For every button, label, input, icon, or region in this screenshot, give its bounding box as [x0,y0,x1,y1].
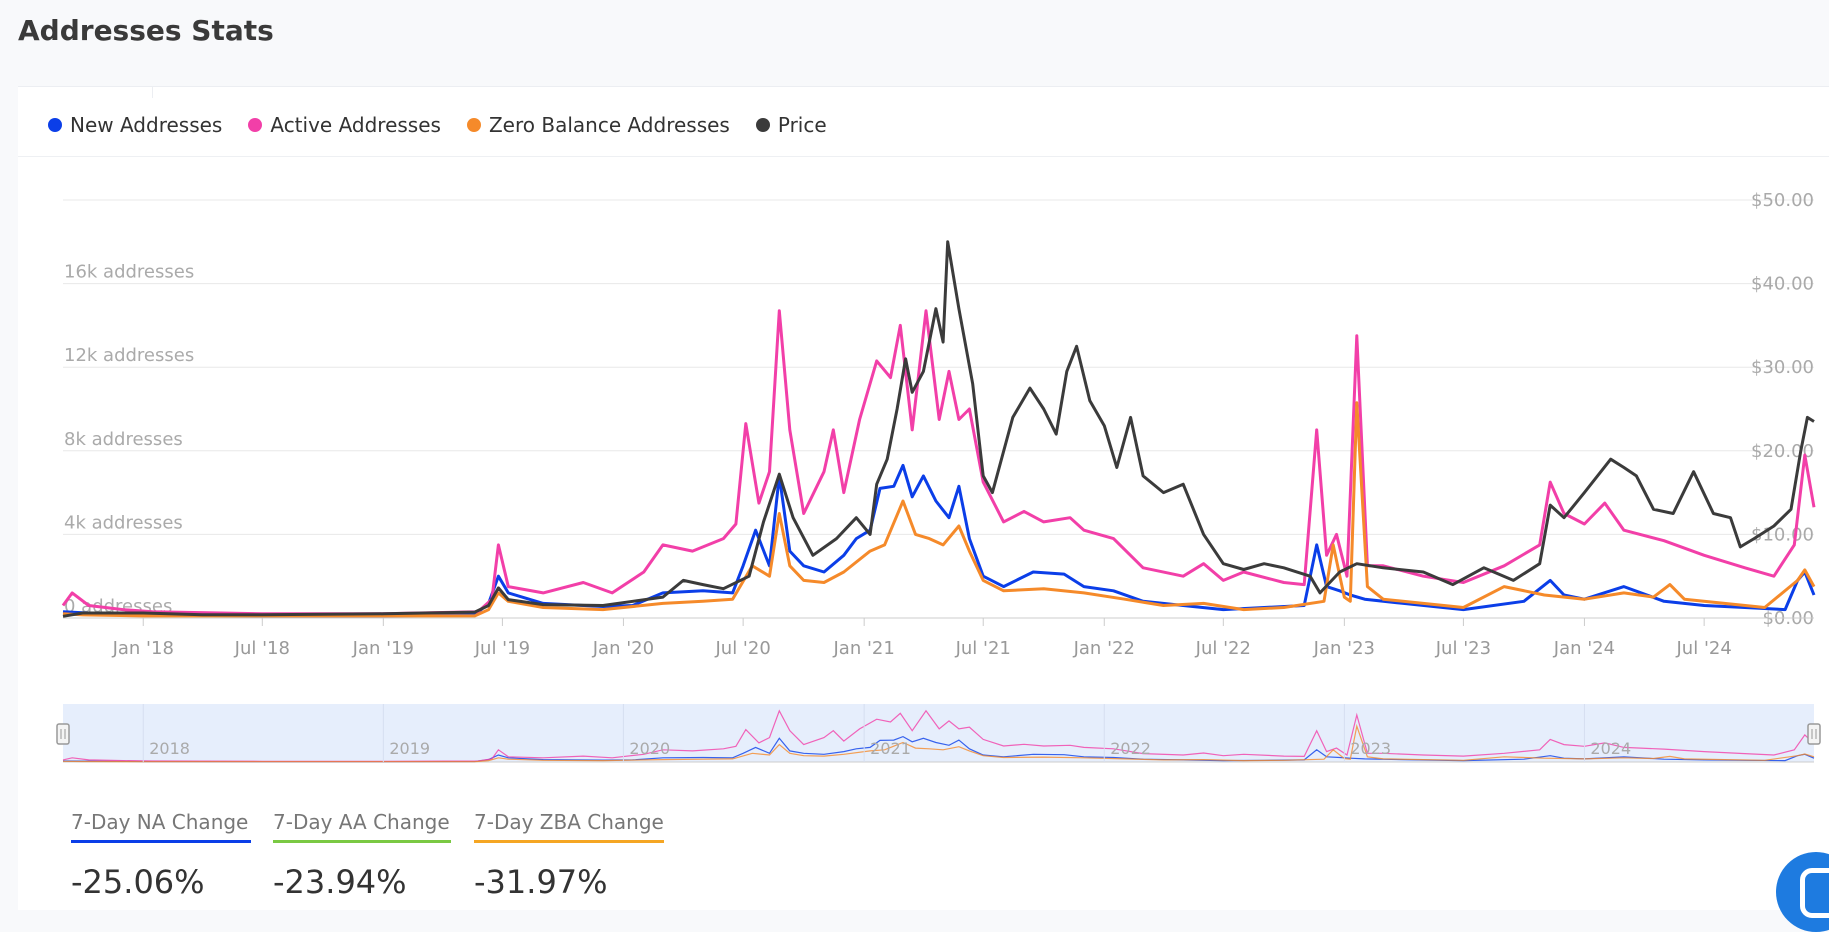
series-line-zero-balance-addresses [62,401,1816,618]
legend-dot-active-addresses [248,118,263,132]
navigator-selection [63,704,1814,762]
x-tick-label: Jul '21 [955,638,1011,659]
legend-dot-price [755,118,770,132]
navigator-line-zero-balance-addresses [62,723,1815,763]
y-left-tick-label: 12k addresses [64,345,194,366]
navigator-tick-label: 2018 [149,739,190,758]
x-tick-label: Jan '21 [833,638,895,659]
stat-aa-change-label: 7-Day AA Change [273,810,450,834]
legend-item-active-addresses[interactable]: Active Addresses [248,113,441,137]
legend-divider [18,156,1829,157]
navigator-handle-left[interactable] [56,723,70,745]
y-right-tick-label: $50.00 [1751,190,1814,211]
navigator-handle-right[interactable] [1807,723,1821,745]
x-tick-label: Jan '22 [1073,638,1135,659]
card-tab [18,86,153,98]
navigator-tick-label: 2019 [389,739,430,758]
legend-item-price[interactable]: Price [755,113,827,137]
navigator-tick-label: 2022 [1110,739,1151,758]
y-left-tick-label: 4k addresses [64,512,183,533]
stat-aa-change: 7-Day AA Change -23.94% [273,810,451,901]
x-tick-label: Jan '24 [1553,638,1615,659]
x-tick-label: Jan '19 [352,638,414,659]
legend-label-new-addresses: New Addresses [70,113,223,137]
legend-item-new-addresses[interactable]: New Addresses [48,113,222,137]
navigator-tick-label: 2020 [629,739,670,758]
y-right-tick-label: $20.00 [1751,441,1814,462]
series-line-active-addresses [61,309,1816,616]
stat-na-change-label: 7-Day NA Change [71,810,249,834]
x-tick-label: Jul '20 [714,638,770,659]
navigator-tick-label: 2023 [1350,739,1391,758]
x-tick-label: Jul '22 [1195,638,1251,659]
stat-zba-change: 7-Day ZBA Change -31.97% [474,810,664,901]
x-tick-label: Jul '19 [474,638,530,659]
legend-label-active-addresses: Active Addresses [270,113,441,137]
stat-aa-change-value: -23.94% [273,863,407,901]
legend-label-zero-balance-addresses: Zero Balance Addresses [488,113,730,137]
stat-zba-change-bar [474,840,664,843]
x-tick-label: Jul '24 [1676,638,1732,659]
y-right-tick-label: $40.00 [1751,274,1814,295]
stat-zba-change-value: -31.97% [474,863,608,901]
x-tick-label: Jul '18 [234,638,290,659]
navigator-tick-label: 2021 [870,739,911,758]
legend-dot-new-addresses [48,118,62,132]
series-line-new-addresses [62,463,1816,618]
chat-icon [1800,868,1829,918]
chart-legend: New Addresses Active Addresses Zero Bala… [48,113,827,137]
y-right-tick-label: $30.00 [1751,357,1814,378]
chart-card [18,86,1829,910]
x-tick-label: Jan '18 [112,638,174,659]
legend-dot-zero-balance-addresses [466,118,481,132]
x-tick-label: Jul '23 [1435,638,1491,659]
stat-zba-change-label: 7-Day ZBA Change [474,810,664,834]
stat-na-change-bar [71,840,251,843]
stat-na-change: 7-Day NA Change -25.06% [71,810,251,901]
navigator-line-active-addresses [62,709,1815,762]
navigator-tick-label: 2024 [1590,739,1631,758]
series-line-price [62,240,1815,618]
legend-label-price: Price [777,113,827,137]
x-tick-label: Jan '20 [592,638,654,659]
legend-item-zero-balance-addresses[interactable]: Zero Balance Addresses [466,113,730,137]
stat-aa-change-bar [273,840,451,843]
y-left-tick-label: 16k addresses [64,262,194,283]
x-tick-label: Jan '23 [1313,638,1375,659]
y-left-tick-label: 8k addresses [64,429,183,450]
page-title: Addresses Stats [18,14,274,47]
stat-na-change-value: -25.06% [71,863,205,901]
